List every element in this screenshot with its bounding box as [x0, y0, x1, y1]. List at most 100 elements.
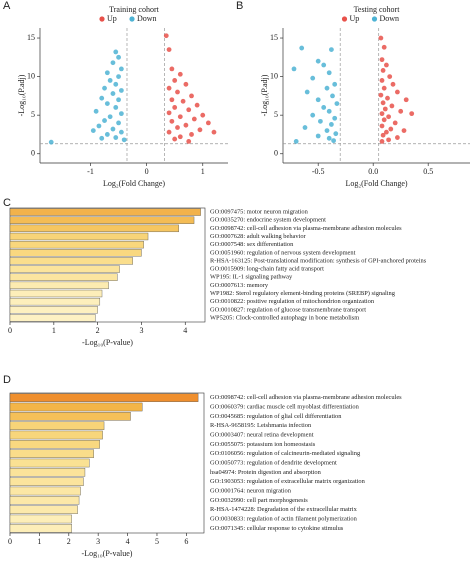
x-tick-label: 4 [183, 326, 187, 335]
point [186, 107, 192, 113]
point [102, 118, 107, 123]
legend-label: Down [137, 14, 157, 23]
point [116, 74, 121, 79]
point [329, 122, 334, 127]
term-label: GO:1903053: regulation of extracellular … [210, 478, 366, 485]
x-tick-label: 0 [8, 537, 12, 546]
x-tick-label: 4 [126, 537, 130, 546]
point [183, 122, 189, 128]
bar [9, 486, 81, 496]
point [387, 74, 393, 79]
point [304, 89, 310, 95]
point [326, 70, 332, 76]
legend-label: Up [350, 14, 360, 23]
bar [9, 468, 86, 477]
x-tick-label: 0.5 [423, 167, 433, 176]
point [310, 112, 316, 118]
term-label: GO:0071345: cellular response to cytokin… [210, 525, 344, 532]
bar [9, 306, 98, 314]
point [169, 66, 175, 72]
point [104, 132, 110, 137]
plot-frame [9, 207, 206, 323]
chart-title: Training cohort [109, 5, 159, 14]
term-label: GO:0060379: cardiac muscle cell myoblast… [210, 403, 360, 410]
bar [9, 402, 143, 412]
point [381, 117, 387, 123]
bar [9, 297, 101, 306]
point [110, 60, 116, 66]
bar [9, 458, 90, 468]
point [166, 129, 172, 135]
term-label: GO:0035270: endocrine system development [210, 217, 326, 224]
y-tick-label: 5 [31, 110, 35, 119]
point [388, 126, 394, 132]
point [318, 118, 323, 124]
legend-label: Up [107, 14, 117, 23]
point [99, 95, 105, 101]
x-tick-label: 2 [67, 537, 71, 546]
point [315, 133, 321, 139]
term-label: GO:0001764: neuron migration [210, 487, 292, 494]
term-label: GO:0097475: motor neuron migration [210, 209, 309, 216]
chart-title: Testing cohort [354, 5, 401, 14]
x-tick-label: 0.0 [368, 167, 378, 176]
point [200, 112, 206, 118]
bar [9, 224, 179, 233]
term-label: WP5205: Clock-controlled autophagy in bo… [210, 314, 359, 321]
point [166, 110, 172, 116]
x-axis-label: -Log₁₀(P-value) [82, 549, 133, 558]
point [329, 47, 334, 52]
point [380, 68, 386, 73]
bar [9, 281, 109, 290]
y-tick-label: 0 [274, 149, 278, 158]
point [166, 85, 172, 91]
term-label: GO:0106056: regulation of calcineurin-me… [210, 450, 361, 457]
point [334, 101, 340, 106]
point [395, 135, 400, 140]
point [409, 111, 415, 117]
term-label: WP195: IL-1 signaling pathway [210, 274, 293, 281]
point [331, 138, 336, 144]
point [324, 128, 330, 134]
point [189, 132, 194, 137]
point [186, 139, 192, 144]
term-label: GO:0051960: regulation of nervous system… [210, 249, 356, 256]
bar [9, 524, 72, 533]
bar [9, 505, 78, 514]
x-tick-label: 0 [145, 167, 149, 176]
point [395, 89, 400, 95]
bar [9, 240, 144, 249]
term-label: R-HSA-9658195: Leishmania infection [210, 422, 312, 429]
panel-label: D [3, 374, 11, 386]
x-tick-label: 1 [37, 537, 41, 546]
term-label: GO:0098742: cell-cell adhesion via plasm… [210, 394, 402, 401]
point [321, 105, 327, 110]
point [379, 123, 385, 129]
point [48, 139, 54, 145]
y-axis-label: -Log₁₀(P.adj) [17, 74, 26, 116]
point [392, 120, 398, 126]
point [333, 131, 339, 137]
bar [9, 257, 133, 265]
point [332, 115, 338, 121]
point [380, 132, 386, 138]
point [118, 66, 124, 72]
point [315, 58, 321, 64]
point [104, 101, 110, 106]
x-tick-label: 3 [96, 537, 100, 546]
term-label: GO:0007628: adult walking behavior [210, 233, 307, 240]
point [172, 78, 178, 83]
point [379, 78, 385, 83]
point [382, 106, 388, 112]
point [403, 97, 409, 103]
point [315, 97, 321, 103]
point [93, 108, 99, 114]
point [169, 97, 175, 103]
x-tick-label: -0.5 [312, 167, 325, 176]
bar [9, 273, 118, 281]
point [381, 85, 387, 91]
point [107, 78, 113, 83]
point [381, 44, 387, 50]
legend-swatch [371, 16, 378, 22]
x-tick-label: 0 [8, 326, 12, 335]
